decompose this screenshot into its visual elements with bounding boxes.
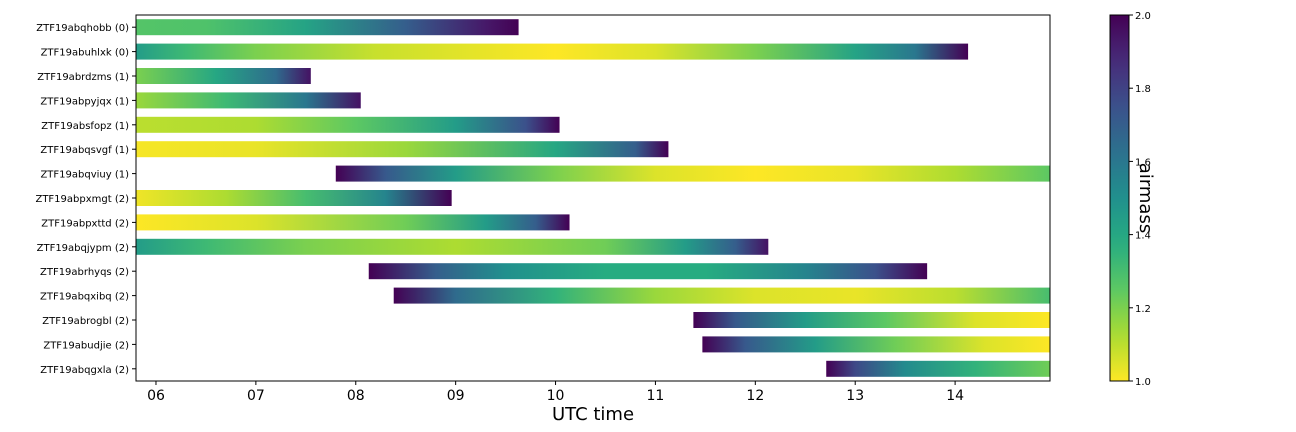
- airmass-bar: [136, 68, 311, 84]
- x-tick-label: 10: [547, 388, 565, 404]
- airmass-bar: [136, 238, 769, 255]
- airmass-bar: [136, 43, 969, 60]
- y-tick-label: ZTF19abuhlxk (0): [41, 48, 130, 59]
- y-tick-label: ZTF19abrhyqs (2): [40, 267, 129, 278]
- y-tick-label: ZTF19abqviuy (1): [40, 170, 129, 181]
- colorbar-tick-label: 1.4: [1135, 231, 1151, 242]
- airmass-bar: [136, 19, 519, 36]
- airmass-bars: [136, 19, 1050, 377]
- airmass-bar: [393, 287, 1050, 304]
- colorbar-scale: [1109, 14, 1130, 382]
- y-tick-label: ZTF19abqgxla (2): [40, 365, 129, 376]
- airmass-bar: [136, 116, 560, 133]
- airmass-bar: [826, 360, 1050, 377]
- airmass-bar: [136, 141, 669, 158]
- colorbar-tick-label: 1.2: [1135, 304, 1151, 315]
- colorbar-tick-label: 1.0: [1135, 377, 1151, 388]
- y-tick-label: ZTF19abqsvgf (1): [40, 145, 129, 156]
- x-tick-label: 09: [447, 388, 465, 404]
- y-tick-label: ZTF19abrdzms (1): [37, 72, 129, 83]
- airmass-bar: [693, 312, 1050, 328]
- airmass-bar: [136, 190, 452, 206]
- x-tick-label: 08: [347, 388, 365, 404]
- y-tick-label: ZTF19abqjypm (2): [37, 243, 129, 254]
- x-tick-label: 11: [647, 388, 665, 404]
- colorbar: 1.0 1.2 1.4 1.6 1.8 2.0: [1109, 11, 1151, 388]
- x-tick-label: 06: [147, 388, 165, 404]
- x-tick-label: 07: [247, 388, 265, 404]
- airmass-bar: [136, 92, 361, 109]
- x-axis-title: UTC time: [552, 404, 634, 425]
- y-tick-label: ZTF19abpxttd (2): [41, 218, 129, 229]
- colorbar-tick-label: 1.8: [1135, 84, 1151, 95]
- airmass-bar: [368, 263, 928, 280]
- y-tick-label: ZTF19abpyjqx (1): [40, 96, 129, 107]
- x-tick-label: 13: [846, 388, 864, 404]
- y-tick-label: ZTF19abqhobb (0): [36, 23, 129, 34]
- x-tick-label: 12: [746, 388, 764, 404]
- y-tick-label: ZTF19absfopz (1): [41, 121, 129, 132]
- y-tick-labels: ZTF19abqhobb (0) ZTF19abuhlxk (0) ZTF19abr…: [35, 23, 136, 376]
- airmass-bar: [136, 214, 570, 231]
- colorbar-tick-label: 2.0: [1135, 11, 1151, 22]
- airmass-bar: [335, 165, 1050, 182]
- x-tick-label: 14: [946, 388, 964, 404]
- x-axis: 06 07 08 09 10 11 12 13 14: [147, 381, 964, 404]
- y-tick-label: ZTF19abpxmgt (2): [35, 194, 129, 205]
- y-tick-label: ZTF19abudjie (2): [43, 340, 129, 351]
- y-tick-label: ZTF19abqxibq (2): [40, 292, 129, 303]
- airmass-bar: [702, 336, 1050, 353]
- colorbar-label: airmass: [1135, 163, 1156, 233]
- y-tick-label: ZTF19abrogbl (2): [42, 316, 129, 327]
- colorbar-tick-label: 1.6: [1135, 157, 1151, 168]
